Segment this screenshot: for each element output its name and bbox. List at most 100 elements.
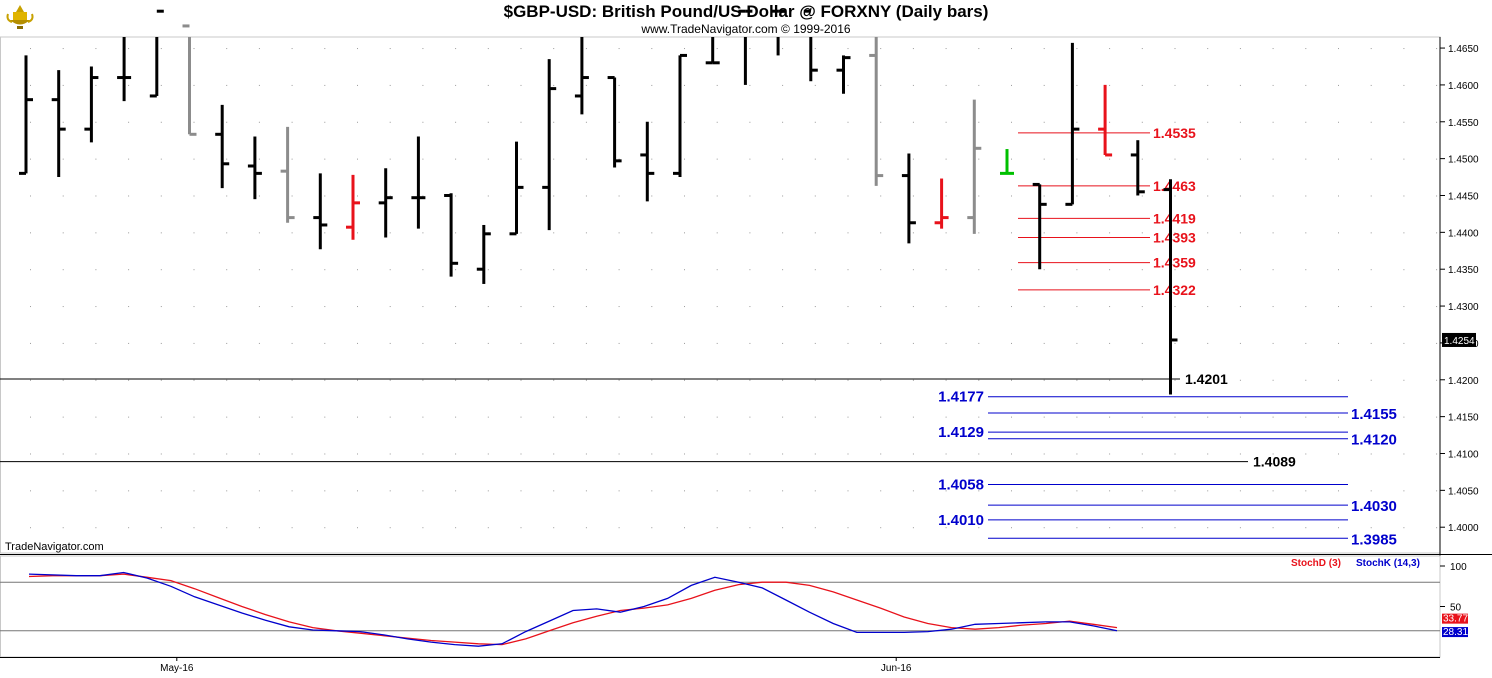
grid-dot <box>30 306 31 308</box>
ohlc-bar <box>149 9 164 98</box>
y-tick-label: 1.4350 <box>1448 265 1479 276</box>
ohlc-bar <box>1065 42 1080 206</box>
grid-dot <box>1141 342 1143 344</box>
ohlc-bar <box>803 9 818 82</box>
grid-dot <box>1305 453 1307 455</box>
stoch-y-tick-label: 100 <box>1450 562 1467 573</box>
grid-dot <box>912 490 914 492</box>
grid-dot <box>1076 453 1078 455</box>
grid-dot <box>651 84 653 86</box>
grid-dot <box>814 490 816 492</box>
grid-dot <box>62 379 64 381</box>
grid-dot <box>487 121 489 123</box>
grid-dot <box>585 195 587 197</box>
y-tick-label: 1.4400 <box>1448 228 1479 239</box>
grid-dot <box>520 269 522 271</box>
grid-dot <box>716 48 718 50</box>
grid-dot <box>1109 527 1111 529</box>
grid-dot <box>324 306 326 308</box>
grid-dot <box>978 195 980 197</box>
grid-dot <box>389 269 391 271</box>
grid-dot <box>1272 48 1274 50</box>
grid-dot <box>1338 121 1339 123</box>
grid-dot <box>1174 453 1176 455</box>
resistance-label: 1.4322 <box>1153 282 1196 298</box>
grid-dot <box>1436 158 1438 160</box>
grid-dot <box>1239 84 1241 86</box>
grid-dot <box>749 490 751 492</box>
grid-dot <box>814 416 816 418</box>
grid-dot <box>95 527 97 529</box>
grid-dot <box>1011 490 1012 492</box>
trophy-logo-icon <box>6 5 34 29</box>
grid-dot <box>1403 342 1405 344</box>
grid-dot <box>1370 527 1372 529</box>
grid-dot <box>782 527 784 529</box>
grid-dot <box>716 527 718 529</box>
grid-dot <box>487 490 489 492</box>
grid-dot <box>128 48 130 50</box>
grid-dot <box>684 527 685 529</box>
watermark-text: TradeNavigator.com <box>5 541 104 553</box>
grid-dot <box>422 269 424 271</box>
grid-dot <box>1076 416 1078 418</box>
grid-dot <box>1011 306 1012 308</box>
grid-dot <box>651 342 653 344</box>
grid-dot <box>291 195 293 197</box>
grid-dot <box>1338 195 1339 197</box>
grid-dot <box>553 232 555 234</box>
grid-dot <box>422 527 424 529</box>
grid-dot <box>357 453 358 455</box>
grid-dot <box>226 232 228 234</box>
grid-dot <box>749 527 751 529</box>
grid-dot <box>716 416 718 418</box>
grid-dot <box>847 232 849 234</box>
grid-dot <box>389 490 391 492</box>
grid-dot <box>258 490 260 492</box>
grid-dot <box>585 158 587 160</box>
grid-dot <box>291 416 293 418</box>
grid-dot <box>487 158 489 160</box>
grid-dot <box>258 48 260 50</box>
grid-dot <box>1043 121 1045 123</box>
grid-dot <box>1370 416 1372 418</box>
grid-dot <box>1043 269 1045 271</box>
stoch-series-line <box>28 573 1118 646</box>
grid-dot <box>749 416 751 418</box>
grid-dot <box>160 121 162 123</box>
grid-dot <box>585 416 587 418</box>
grid-dot <box>1403 527 1405 529</box>
grid-dot <box>1076 121 1078 123</box>
x-tick-label: Jun-16 <box>881 663 912 674</box>
grid-dot <box>487 453 489 455</box>
grid-dot <box>258 342 260 344</box>
grid-dot <box>585 121 587 123</box>
grid-dot <box>782 342 784 344</box>
ohlc-bar <box>215 104 230 189</box>
grid-dot <box>814 342 816 344</box>
grid-dot <box>160 269 162 271</box>
grid-dot <box>160 232 162 234</box>
grid-dot <box>291 527 293 529</box>
grid-dot <box>1141 158 1143 160</box>
grid-dot <box>1272 490 1274 492</box>
grid-dot <box>553 195 555 197</box>
grid-dot <box>1076 48 1078 50</box>
grid-dot <box>1403 269 1405 271</box>
grid-dot <box>324 527 326 529</box>
grid-dot <box>422 84 424 86</box>
grid-dot <box>749 232 751 234</box>
grid-dot <box>1207 158 1209 160</box>
grid-dot <box>520 84 522 86</box>
grid-dot <box>62 195 64 197</box>
grid-dot <box>814 158 816 160</box>
grid-dot <box>324 48 326 50</box>
grid-dot <box>455 48 457 50</box>
ohlc-bar <box>705 37 720 65</box>
grid-dot <box>1272 158 1274 160</box>
grid-dot <box>716 379 718 381</box>
grid-dot <box>978 232 980 234</box>
grid-dot <box>651 48 653 50</box>
grid-dot <box>324 379 326 381</box>
